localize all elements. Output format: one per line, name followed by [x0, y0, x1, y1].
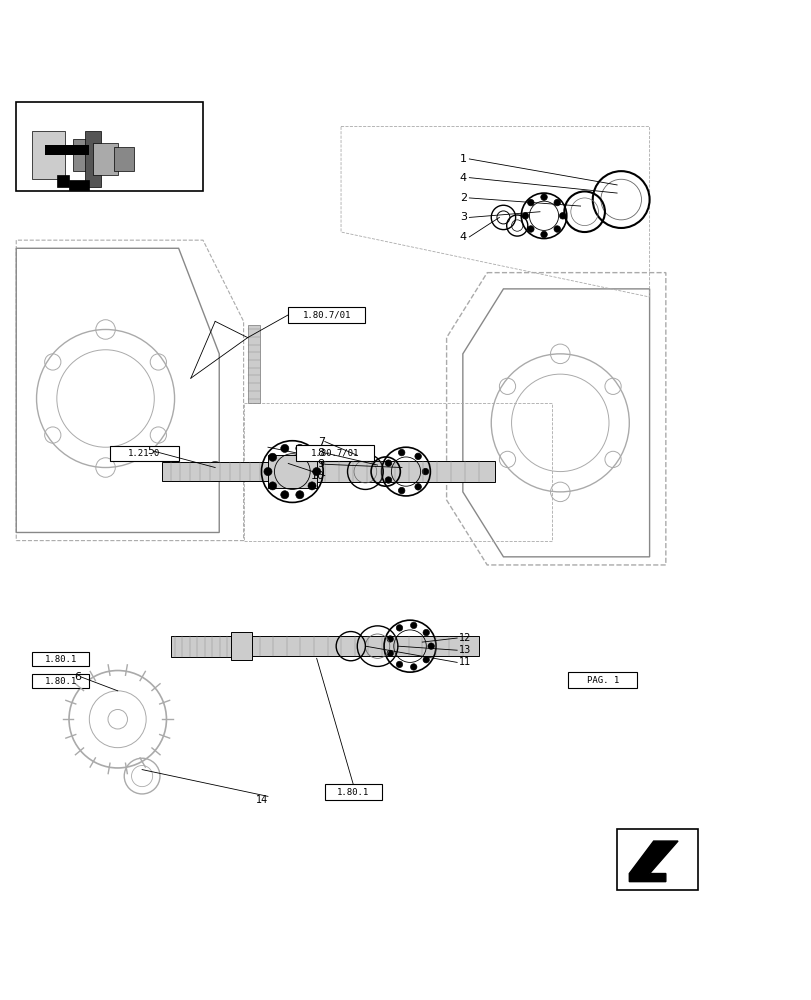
Text: 4: 4: [459, 232, 466, 242]
Circle shape: [527, 199, 534, 206]
Circle shape: [281, 491, 289, 499]
FancyBboxPatch shape: [16, 102, 203, 191]
FancyBboxPatch shape: [324, 784, 381, 800]
Circle shape: [414, 453, 421, 460]
Circle shape: [540, 194, 547, 200]
Circle shape: [396, 625, 402, 631]
FancyBboxPatch shape: [296, 445, 373, 461]
Circle shape: [295, 491, 303, 499]
Text: 7: 7: [317, 437, 324, 447]
FancyBboxPatch shape: [109, 446, 178, 461]
FancyBboxPatch shape: [32, 652, 89, 666]
Circle shape: [553, 199, 560, 206]
Circle shape: [281, 444, 289, 452]
Circle shape: [423, 656, 429, 663]
FancyBboxPatch shape: [45, 145, 89, 155]
Circle shape: [312, 468, 320, 476]
Circle shape: [268, 453, 277, 461]
Text: PAG. 1: PAG. 1: [586, 676, 618, 685]
Circle shape: [540, 231, 547, 238]
Circle shape: [307, 482, 315, 490]
FancyBboxPatch shape: [251, 636, 478, 656]
FancyBboxPatch shape: [73, 139, 93, 171]
Circle shape: [387, 650, 393, 657]
Circle shape: [268, 482, 277, 490]
FancyBboxPatch shape: [57, 175, 69, 187]
Circle shape: [398, 449, 405, 456]
Circle shape: [521, 213, 528, 219]
FancyBboxPatch shape: [288, 307, 365, 323]
Text: 12: 12: [458, 633, 470, 643]
Text: 2: 2: [459, 193, 466, 203]
Text: 10: 10: [311, 471, 324, 481]
Circle shape: [295, 444, 303, 452]
Text: 1.80.7/01: 1.80.7/01: [303, 310, 350, 319]
FancyBboxPatch shape: [69, 180, 89, 190]
Text: 6: 6: [74, 672, 81, 682]
Circle shape: [527, 226, 534, 232]
FancyBboxPatch shape: [32, 674, 89, 688]
Text: 8: 8: [317, 448, 324, 458]
Circle shape: [384, 477, 391, 483]
Circle shape: [559, 213, 565, 219]
Circle shape: [423, 629, 429, 636]
Text: 1.80.7/01: 1.80.7/01: [311, 448, 358, 457]
Circle shape: [387, 636, 393, 642]
Circle shape: [396, 661, 402, 668]
Text: 1.80.1: 1.80.1: [45, 655, 77, 664]
Text: 14: 14: [255, 795, 268, 805]
FancyBboxPatch shape: [568, 672, 637, 688]
FancyBboxPatch shape: [231, 632, 251, 660]
Text: 4: 4: [459, 173, 466, 183]
Text: 1.21.0: 1.21.0: [128, 449, 160, 458]
FancyBboxPatch shape: [616, 829, 697, 890]
Circle shape: [410, 622, 417, 629]
Circle shape: [398, 487, 405, 494]
Text: 9: 9: [317, 459, 324, 469]
FancyBboxPatch shape: [170, 636, 235, 657]
Circle shape: [427, 643, 434, 649]
Text: 1.80.1: 1.80.1: [337, 788, 369, 797]
FancyBboxPatch shape: [93, 143, 118, 175]
Polygon shape: [629, 841, 677, 882]
Circle shape: [414, 484, 421, 490]
Text: 1.80.1: 1.80.1: [45, 677, 77, 686]
Circle shape: [384, 460, 391, 466]
Circle shape: [553, 226, 560, 232]
Text: 13: 13: [458, 645, 470, 655]
FancyBboxPatch shape: [316, 461, 495, 482]
FancyBboxPatch shape: [162, 462, 268, 481]
Text: 5: 5: [147, 446, 154, 456]
FancyBboxPatch shape: [268, 455, 316, 488]
Circle shape: [422, 468, 428, 475]
Text: 3: 3: [459, 212, 466, 222]
FancyBboxPatch shape: [247, 325, 260, 403]
Text: 11: 11: [458, 657, 470, 667]
Circle shape: [264, 468, 272, 476]
FancyBboxPatch shape: [85, 131, 101, 187]
Circle shape: [307, 453, 315, 461]
FancyBboxPatch shape: [114, 147, 134, 171]
Circle shape: [410, 664, 417, 670]
FancyBboxPatch shape: [32, 131, 65, 179]
Text: 1: 1: [459, 154, 466, 164]
